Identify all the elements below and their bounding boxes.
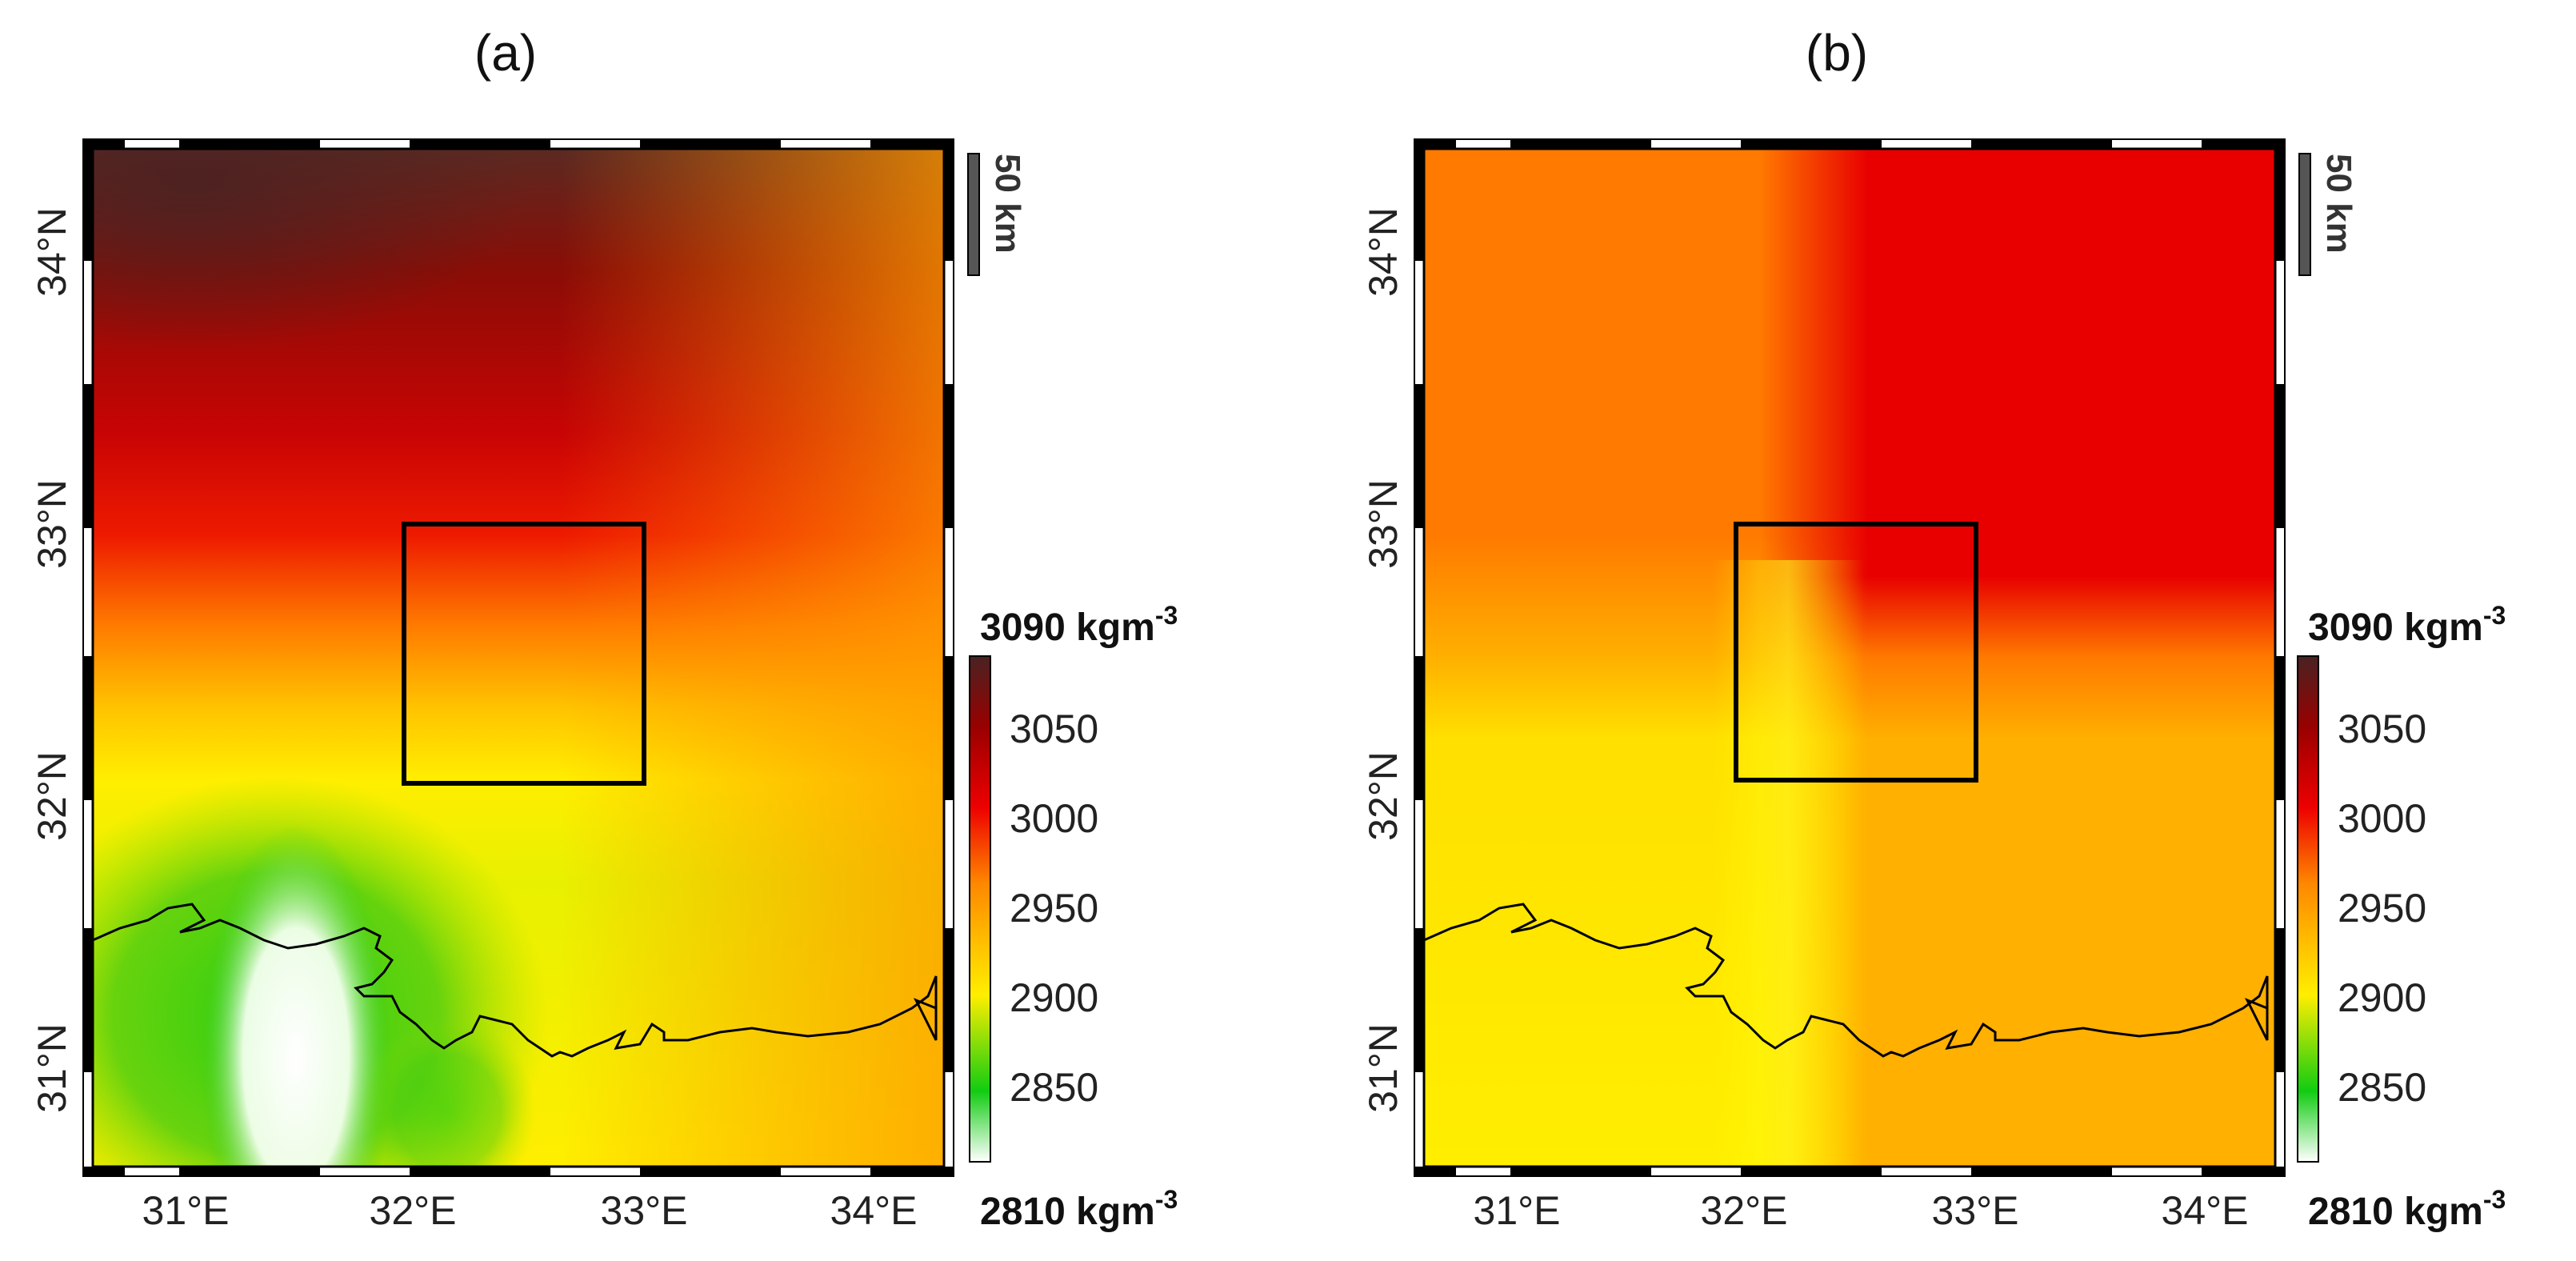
- panel-a-lon-tick: 34°E: [830, 1188, 918, 1233]
- panel-b-density-field: [1424, 149, 2275, 1167]
- panel-a-lat-tick: 32°N: [30, 751, 74, 841]
- panel-b-colorbar-tick: 3000: [2338, 796, 2426, 841]
- panel-b-coastline: [1423, 903, 2269, 1058]
- panel-a-colorbar-ticks: 3050 3000 2950 2900 2850: [1010, 707, 1098, 1110]
- panel-b: (b): [1361, 24, 2506, 1233]
- panel-a-lon-ticks: 31°E 32°E 33°E 34°E: [142, 1188, 918, 1233]
- panel-b-colorbar-tick: 2850: [2338, 1065, 2426, 1110]
- panel-a-coastline: [92, 903, 938, 1058]
- panel-a-colorbar-tick: 2900: [1010, 975, 1098, 1020]
- panel-b-lat-tick: 31°N: [1361, 1023, 1406, 1113]
- panel-b-lat-tick: 32°N: [1361, 751, 1406, 841]
- panel-b-lat-tick: 34°N: [1361, 207, 1406, 297]
- panel-a-colorbar-max: 3090 kgm-3: [980, 601, 1178, 649]
- panel-a-colorbar-min: 2810 kgm-3: [980, 1185, 1178, 1233]
- panel-b-scale-label: 50 km: [2319, 154, 2358, 254]
- panel-a-colorbar: 3090 kgm-3 3050 3000 2950 2900 2850 2810…: [969, 601, 1178, 1233]
- panel-b-study-box: [1734, 522, 1978, 783]
- panel-b-colorbar-tick: 2950: [2338, 886, 2426, 931]
- panel-b-lat-tick: 33°N: [1361, 479, 1406, 569]
- panel-a-colorbar-tick: 3000: [1010, 796, 1098, 841]
- panel-b-lon-ticks: 31°E 32°E 33°E 34°E: [1474, 1188, 2249, 1233]
- panel-b-colorbar-tick: 3050: [2338, 707, 2426, 751]
- panel-a-density-field: [93, 149, 944, 1167]
- panel-a-colorbar-tick: 3050: [1010, 707, 1098, 751]
- panel-b-colorbar-ticks: 3050 3000 2950 2900 2850: [2338, 707, 2426, 1110]
- panel-a-title: (a): [474, 24, 537, 82]
- panel-a-lat-ticks: 31°N 32°N 33°N 34°N: [30, 207, 74, 1113]
- panel-a-scale-label: 50 km: [988, 154, 1027, 254]
- panel-a-lon-tick: 32°E: [370, 1188, 457, 1233]
- panel-b-lon-tick: 33°E: [1932, 1188, 2019, 1233]
- panel-a-study-box: [402, 522, 646, 786]
- panel-a-lat-tick: 34°N: [30, 207, 74, 297]
- panel-b-colorbar-max: 3090 kgm-3: [2308, 601, 2506, 649]
- panel-a: (a): [30, 24, 1178, 1233]
- panel-a-lon-tick: 33°E: [601, 1188, 688, 1233]
- panel-b-lon-tick: 34°E: [2162, 1188, 2249, 1233]
- panel-a-map-frame: [82, 138, 954, 1177]
- panel-a-colorbar-tick: 2850: [1010, 1065, 1098, 1110]
- panel-a-lon-tick: 31°E: [142, 1188, 230, 1233]
- panel-a-scale-bar: 50 km: [967, 153, 1027, 276]
- panel-b-title: (b): [1806, 24, 1868, 82]
- panel-b-scale-bar: 50 km: [2298, 153, 2358, 276]
- panel-a-lat-tick: 33°N: [30, 479, 74, 569]
- panel-a-colorbar-tick: 2950: [1010, 886, 1098, 931]
- panel-a-lat-tick: 31°N: [30, 1023, 74, 1113]
- panel-b-colorbar-min: 2810 kgm-3: [2308, 1185, 2506, 1233]
- panel-b-map-frame: [1414, 138, 2286, 1177]
- panel-b-lon-tick: 32°E: [1701, 1188, 1788, 1233]
- panel-b-colorbar-tick: 2900: [2338, 975, 2426, 1020]
- panel-b-lat-ticks: 31°N 32°N 33°N 34°N: [1361, 207, 1406, 1113]
- panel-b-lon-tick: 31°E: [1474, 1188, 1561, 1233]
- panel-b-colorbar: 3090 kgm-3 3050 3000 2950 2900 2850 2810…: [2297, 601, 2506, 1233]
